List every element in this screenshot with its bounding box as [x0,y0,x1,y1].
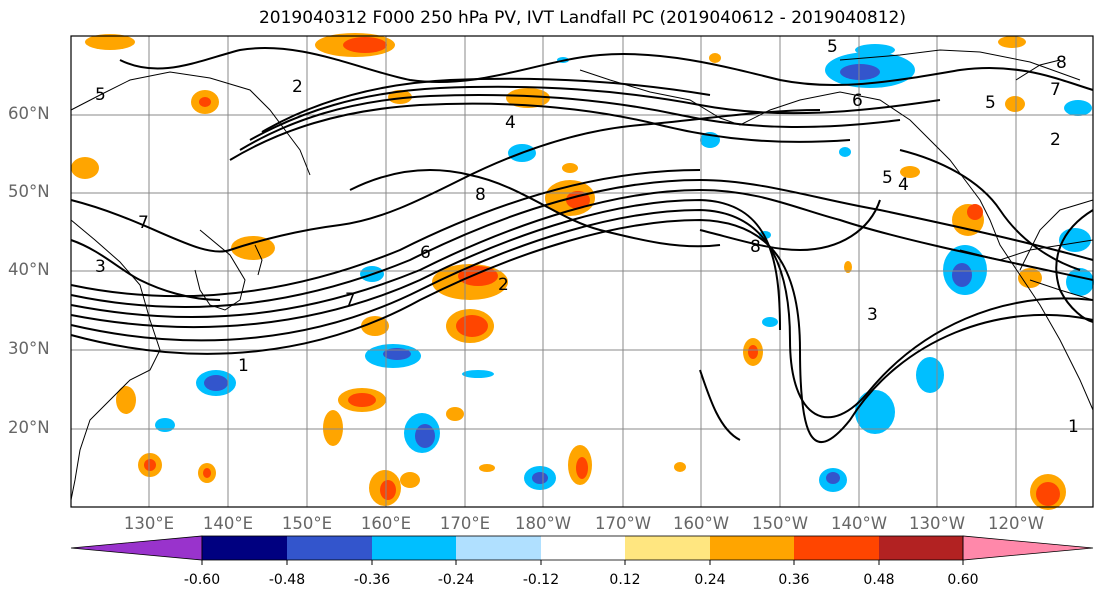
contour-label: 6 [420,243,431,263]
contour-label: 1 [1068,417,1079,437]
lon-label-150w: 150°W [751,514,809,533]
colorbar-tick-label: -0.12 [522,572,560,588]
contour-label: 8 [1056,53,1067,73]
colorbar-segment [794,536,879,560]
contour-label: 7 [345,290,356,310]
colorbar-over [962,535,1094,561]
contour-label: 4 [505,113,516,133]
contour-label: 7 [1050,80,1061,100]
lon-label-170w: 170°W [594,514,652,533]
lon-label-130e: 130°E [123,514,175,533]
colorbar-tick-label: -0.60 [183,572,221,588]
colorbar-tick-label: -0.48 [268,572,306,588]
lat-label-30n: 30°N [8,339,50,358]
contour-labels: 1 2 3 4 5 6 7 8 8 3 4 5 6 7 1 2 8 7 2 5 … [95,37,1079,437]
lon-label-150e: 150°E [281,514,333,533]
lon-label-130w: 130°W [908,514,966,533]
coastlines [70,49,1094,501]
contour-label: 5 [882,168,893,188]
lat-label-40n: 40°N [8,260,50,279]
map-frame [70,35,1094,508]
lon-label-160w: 160°W [672,514,730,533]
colorbar-tick-label: 0.12 [609,572,641,588]
colorbar [70,535,1094,565]
contour-label: 5 [985,93,996,113]
colorbar-segment [710,536,794,560]
lon-label-180w: 180°W [514,514,572,533]
lon-label-140e: 140°E [202,514,254,533]
contour-label: 2 [498,275,509,295]
pv-contours [70,46,1094,443]
map-title: 2019040312 F000 250 hPa PV, IVT Landfall… [258,8,906,28]
lon-label-170e: 170°E [439,514,491,533]
colorbar-segment [541,536,625,560]
lon-label-120w: 120°W [987,514,1045,533]
colorbar-tick-label: 0.48 [863,572,895,588]
lat-label-50n: 50°N [8,182,50,201]
colorbar-tick-label: 0.24 [694,572,726,588]
gridlines [71,36,1093,507]
contour-label: 2 [292,77,303,97]
contour-label: 5 [827,37,838,57]
colorbar-under [70,535,203,561]
contour-label: 3 [867,305,878,325]
colorbar-tick-label: -0.24 [437,572,475,588]
contour-label: 7 [138,213,149,233]
colorbar-segment [879,536,963,560]
colorbar-segment [287,536,372,560]
lat-label-60n: 60°N [8,104,50,123]
lon-label-160e: 160°E [360,514,412,533]
contour-label: 8 [750,237,761,257]
lat-label-20n: 20°N [8,418,50,437]
contour-label: 6 [852,91,863,111]
pv-shading [71,33,1094,510]
colorbar-segment [456,536,541,560]
contour-label: 8 [475,185,486,205]
colorbar-segment [202,536,287,560]
colorbar-segment [372,536,456,560]
colorbar-tick-label: 0.36 [778,572,810,588]
contour-label: 5 [95,85,106,105]
contour-label: 1 [238,356,249,376]
lon-label-140w: 140°W [830,514,888,533]
colorbar-tick-label: -0.36 [353,572,391,588]
colorbar-tick-label: 0.60 [947,572,979,588]
contour-label: 4 [898,175,909,195]
colorbar-segment [625,536,710,560]
contour-label: 3 [95,257,106,277]
contour-label: 2 [1050,130,1061,150]
